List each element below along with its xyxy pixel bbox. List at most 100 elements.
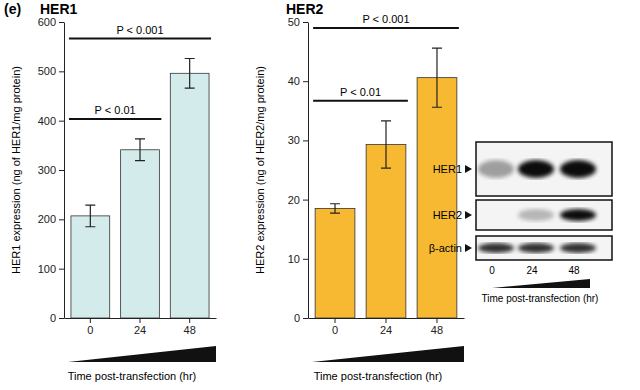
tick-mark: [303, 22, 308, 23]
significance-bracket: [69, 38, 211, 40]
tick-label: 300: [38, 164, 56, 176]
x-axis-title: Time post-transfection (hr): [68, 370, 197, 382]
blot-arrow: [465, 211, 472, 219]
y-tick: 50: [288, 16, 308, 28]
error-bar: [432, 48, 442, 107]
tick-label: 20: [288, 194, 300, 206]
y-tick: 300: [38, 164, 64, 176]
tick-label: 600: [38, 16, 56, 28]
tick-mark: [386, 318, 387, 323]
tick-label: 24: [134, 324, 146, 336]
blot-row-label: HER2: [433, 209, 462, 221]
blot-row-label: HER1: [433, 163, 462, 175]
figure: (e)HER1010020030040050060002448HER1 expr…: [0, 0, 640, 390]
y-tick: 40: [288, 75, 308, 87]
y-tick: 200: [38, 213, 64, 225]
panel-label: (e): [4, 1, 21, 17]
tick-mark: [90, 318, 91, 323]
tick-mark: [303, 140, 308, 141]
bar: [315, 208, 355, 318]
axis-line: [64, 23, 65, 319]
y-tick: 0: [294, 312, 308, 324]
tick-mark: [59, 170, 64, 171]
chart: HER2 0 10 20 30 40 50 0 24 48 HER2 expression (ng …: [254, 1, 465, 382]
significance-label: P < 0.001: [362, 13, 409, 25]
blot-band: [478, 243, 514, 253]
blot-panel: [476, 200, 612, 230]
y-tick: 30: [288, 134, 308, 146]
y-axis-title: HER1 expression (ng of HER1/mg protein): [10, 66, 22, 274]
blot-x-title: Time post-transfection (hr): [482, 293, 599, 304]
tick-label: 100: [38, 263, 56, 275]
western-blot: HER1 HER2 β-actin 0 24 48 Time post-transfecti…: [429, 142, 612, 304]
x-axis: 0 24 48: [65, 318, 217, 336]
blot-band: [560, 243, 596, 253]
tick-mark: [303, 200, 308, 201]
blot-row-label: β-actin: [429, 242, 462, 254]
tick-label: 0: [87, 324, 93, 336]
significance-bracket: [313, 27, 459, 29]
y-tick: 20: [288, 194, 308, 206]
significance-label: P < 0.01: [340, 86, 381, 98]
error-bar: [135, 139, 145, 161]
y-axis-title: HER2 expression (ng of HER2/mg protein): [254, 66, 266, 274]
tick-mark: [189, 318, 190, 323]
blot-lane-label: 48: [568, 265, 580, 276]
tick-mark: [335, 318, 336, 323]
error-bar: [330, 204, 340, 213]
x-tick: 48: [431, 318, 443, 336]
plot-area: [71, 59, 209, 318]
y-tick: 600: [38, 16, 64, 28]
blot-band: [560, 160, 596, 178]
significance-label: P < 0.01: [95, 104, 136, 116]
error-bar: [185, 59, 195, 89]
x-tick: 24: [380, 318, 392, 336]
tick-label: 40: [288, 75, 300, 87]
tick-label: 48: [184, 324, 196, 336]
tick-mark: [436, 318, 437, 323]
bar: [417, 78, 457, 318]
tick-label: 30: [288, 134, 300, 146]
y-tick: 100: [38, 263, 64, 275]
blot-arrow: [465, 244, 472, 252]
blot-band: [518, 160, 554, 178]
blot-band: [478, 160, 514, 178]
blot-lane-label: 0: [489, 265, 495, 276]
time-wedge: [492, 279, 590, 288]
error-bar: [85, 205, 95, 227]
tick-mark: [303, 259, 308, 260]
time-wedge: [68, 346, 216, 362]
bar: [71, 216, 110, 318]
tick-label: 24: [380, 324, 392, 336]
significance-label: P < 0.001: [116, 24, 163, 36]
axis-line: [308, 23, 309, 319]
blot-lane-label: 24: [526, 265, 538, 276]
x-tick: 0: [87, 318, 93, 336]
blot-band: [518, 209, 554, 221]
x-tick: 48: [184, 318, 196, 336]
blot-panel: [476, 236, 612, 260]
x-tick: 0: [332, 318, 338, 336]
tick-label: 0: [332, 324, 338, 336]
y-tick: 0: [50, 312, 64, 324]
blot-arrow: [465, 165, 472, 173]
bar: [121, 150, 160, 318]
plot-area: [315, 48, 457, 318]
tick-label: 48: [431, 324, 443, 336]
tick-label: 50: [288, 16, 300, 28]
tick-mark: [59, 269, 64, 270]
time-wedge: [312, 346, 464, 362]
tick-mark: [59, 71, 64, 72]
chart: HER1010020030040050060002448HER1 express…: [10, 1, 217, 382]
tick-label: 10: [288, 253, 300, 265]
tick-mark: [303, 81, 308, 82]
tick-label: 500: [38, 65, 56, 77]
tick-label: 0: [294, 312, 300, 324]
tick-mark: [59, 121, 64, 122]
tick-mark: [140, 318, 141, 323]
significance-bracket: [313, 100, 408, 102]
error-bar: [381, 121, 391, 168]
y-tick: 400: [38, 115, 64, 127]
y-tick: 500: [38, 65, 64, 77]
tick-mark: [303, 318, 308, 319]
